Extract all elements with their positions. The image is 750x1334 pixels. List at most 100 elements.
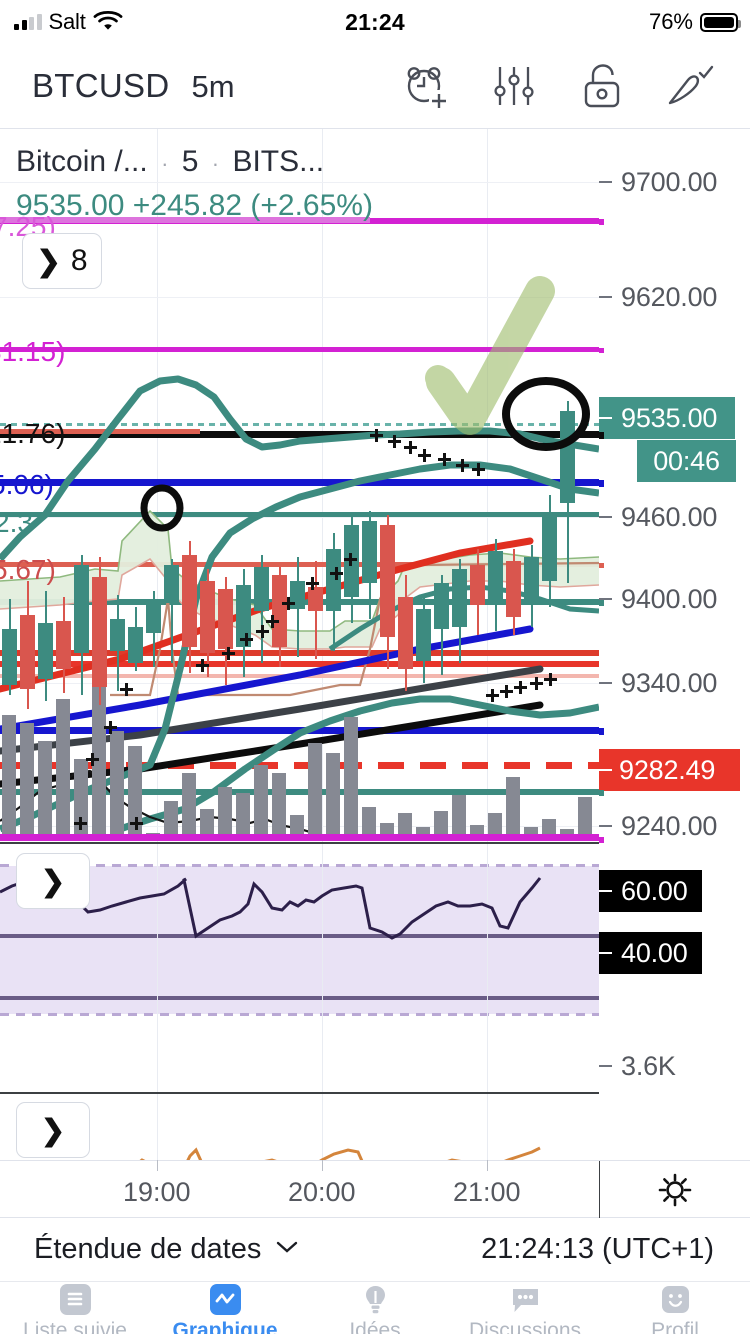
chevron-right-icon: ❯ [40, 865, 66, 898]
edge-label-1: 31.15) [0, 336, 66, 367]
alarm-add-icon[interactable] [400, 60, 452, 112]
cellular-signal-icon [14, 14, 42, 30]
chat-bubble-icon [508, 1282, 542, 1316]
tab-label: Graphique [172, 1319, 278, 1334]
price-axis[interactable]: 9700.00 9620.00 9460.00 9400.00 9340.00 … [599, 129, 750, 1160]
status-bar: Salt 21:24 76% [0, 0, 750, 44]
rsi-line [0, 864, 542, 940]
time-axis[interactable]: 19:00 20:00 21:00 [0, 1160, 750, 1219]
candlestick-series [0, 129, 599, 841]
tick-dash [599, 598, 612, 600]
price-tick: 9340.00 [599, 668, 717, 698]
hline-teal-bottom [0, 789, 599, 795]
tick-label: 9460.00 [621, 501, 718, 532]
price-tick: 9400.00 [599, 584, 717, 614]
tag-dash [599, 952, 612, 954]
gear-icon[interactable] [599, 1161, 750, 1219]
edge-label-2: 21.76) [0, 418, 66, 449]
tag-dash [599, 890, 612, 892]
tick-label: 9240.00 [621, 810, 718, 841]
oscillator-tick: 3.6K [599, 1051, 676, 1081]
rsi-60-value: 60.00 [621, 875, 688, 906]
smiley-face-icon [658, 1282, 692, 1316]
interval-label[interactable]: 5m [191, 69, 235, 104]
edge-label-5: 5.67) [0, 554, 56, 585]
tab-watchlist[interactable]: Liste suivie [0, 1282, 150, 1334]
battery-icon [700, 12, 741, 32]
price-pane[interactable]: 7.25) 31.15) 21.76) 5.06) 2.3 5.67) Bitc… [0, 129, 599, 841]
tick-dash [599, 1065, 612, 1067]
hline-blue-mid [0, 479, 599, 486]
chart-legend[interactable]: Bitcoin /... · 5 · BITS... 9535.00 +245.… [16, 145, 373, 223]
carrier-label: Salt [48, 9, 86, 34]
tick-label: 9400.00 [621, 583, 718, 614]
oscillator-collapsed-chip[interactable]: ❯ [16, 1102, 90, 1158]
chevron-right-icon: ❯ [36, 245, 61, 278]
chart-line-icon [208, 1282, 242, 1316]
hline-red-top [0, 429, 200, 434]
legend-title-row: Bitcoin /... · 5 · BITS... [16, 145, 373, 179]
prev-close-tag: 9282.49 [599, 749, 740, 791]
tab-chart[interactable]: Graphique [150, 1282, 300, 1334]
time-tick-label: 19:00 [123, 1177, 191, 1207]
collapsed-indicators-chip[interactable]: ❯ 8 [22, 233, 102, 289]
sliders-settings-icon[interactable] [488, 60, 540, 112]
tag-dash [599, 417, 612, 419]
rsi-collapsed-chip[interactable]: ❯ [16, 853, 90, 909]
tick-label: 9700.00 [621, 166, 718, 197]
legend-exchange: BITS... [232, 145, 325, 178]
tick-dash [599, 682, 612, 684]
unlock-icon[interactable] [576, 60, 628, 112]
tab-label: Liste suivie [23, 1319, 127, 1334]
chart-clock-label[interactable]: 21:24:13 (UTC+1) [481, 1233, 714, 1265]
status-bar-clock: 21:24 [345, 8, 405, 35]
tick-dash [599, 516, 612, 518]
rsi-40-tag: 40.00 [599, 932, 702, 974]
bar-countdown-tag: 00:46 [637, 440, 736, 482]
tick-dash [599, 296, 612, 298]
legend-separator-2: · [211, 151, 220, 176]
hline-red-lower [0, 562, 599, 567]
tick-label: 9340.00 [621, 667, 718, 698]
rsi-band-60 [0, 934, 599, 938]
toolbar-actions [400, 60, 750, 112]
list-icon [58, 1282, 92, 1316]
tab-label: Profil [651, 1319, 699, 1334]
oscillator-tick-label: 3.6K [621, 1050, 676, 1081]
rsi-60-tag: 60.00 [599, 870, 702, 912]
price-tick: 9620.00 [599, 282, 717, 312]
legend-price-row: 9535.00 +245.82 (+2.65%) [16, 189, 373, 222]
rsi-pane[interactable]: ❯ [0, 842, 599, 1090]
price-tick: 9240.00 [599, 811, 717, 841]
hline-teal-mid [0, 512, 599, 517]
tag-dash [599, 769, 612, 771]
date-range-bar: Étendue de dates 21:24:13 (UTC+1) [0, 1218, 750, 1282]
edge-label-3: 5.06) [0, 469, 54, 500]
legend-separator-1: · [161, 151, 169, 176]
legend-interval: 5 [181, 145, 199, 178]
tab-ideas[interactable]: Idées [300, 1282, 450, 1334]
chart-container[interactable]: 7.25) 31.15) 21.76) 5.06) 2.3 5.67) Bitc… [0, 128, 750, 1160]
last-price-tag: 9535.00 [599, 397, 735, 439]
hline-magenta-mid [0, 347, 599, 352]
tab-profile[interactable]: Profil [600, 1282, 750, 1334]
hline-black-resistance [0, 431, 599, 438]
symbol-toolbar: BTCUSD 5m [0, 44, 750, 128]
price-tick: 9700.00 [599, 167, 717, 197]
oscillator-pane[interactable]: ❯ [0, 1092, 599, 1160]
time-tick-label: 21:00 [453, 1177, 521, 1207]
date-range-selector[interactable]: Étendue de dates [0, 1233, 299, 1266]
tab-discussions[interactable]: Discussions [450, 1282, 600, 1334]
tab-label: Idées [349, 1319, 401, 1334]
time-tick-label: 20:00 [288, 1177, 356, 1207]
symbol-selector[interactable]: BTCUSD 5m [0, 67, 235, 105]
lightbulb-icon [358, 1282, 392, 1316]
bar-countdown-value: 00:46 [653, 445, 720, 476]
tick-dash [599, 181, 612, 183]
symbol-ticker-label[interactable]: BTCUSD [32, 67, 170, 104]
battery-percent-label: 76% [648, 9, 693, 34]
tick-dash [599, 825, 612, 827]
magic-wand-icon[interactable] [664, 60, 716, 112]
last-price-value: 9535.00 [621, 402, 718, 433]
